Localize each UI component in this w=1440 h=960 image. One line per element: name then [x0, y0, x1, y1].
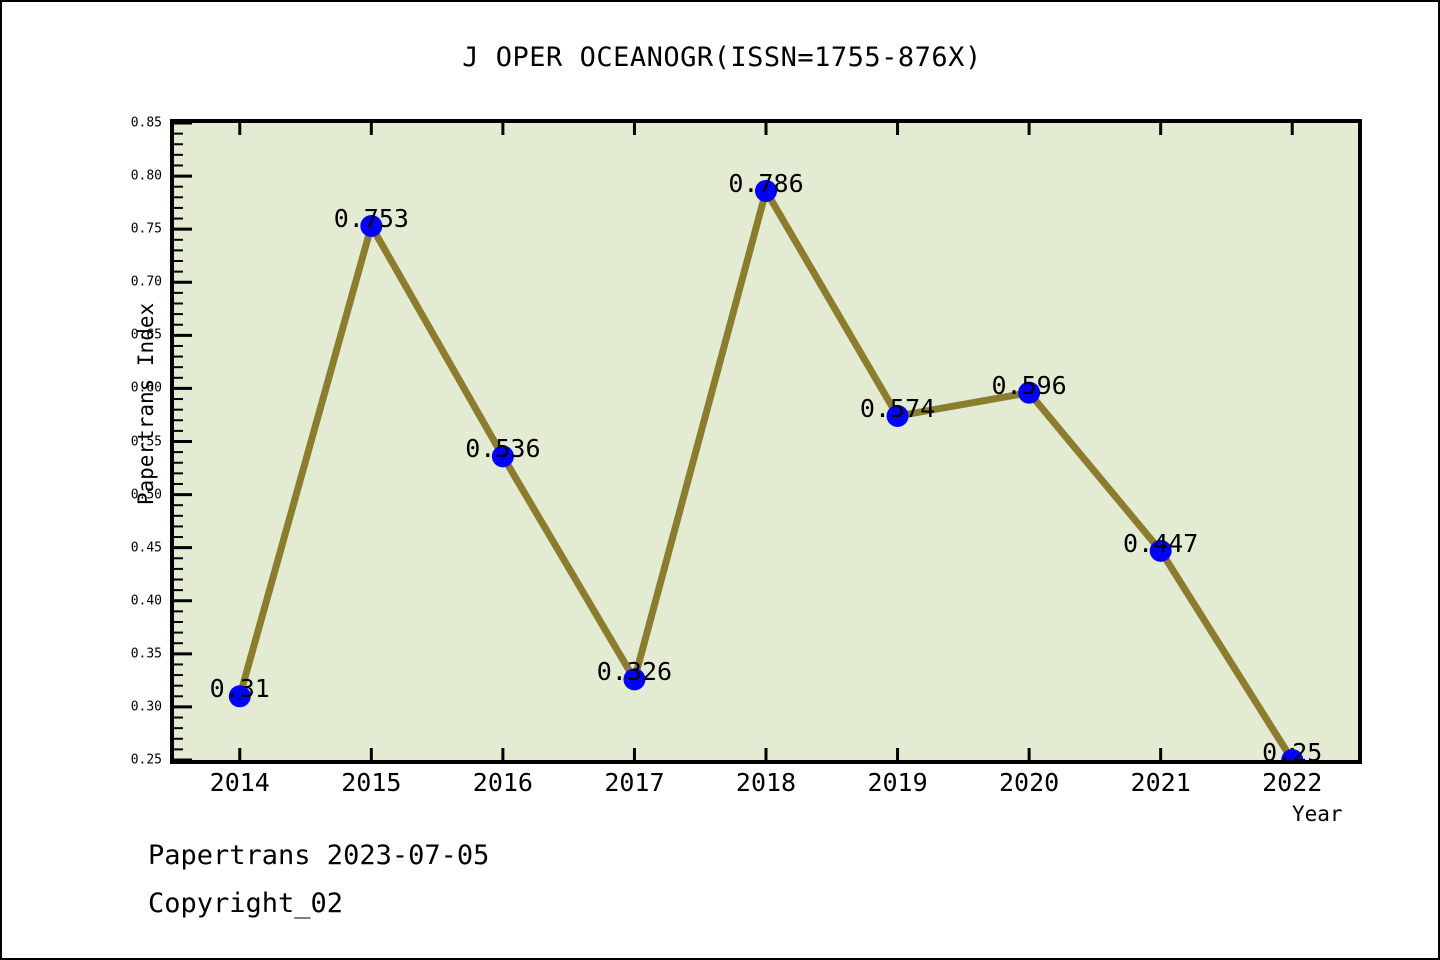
plot-area: [170, 119, 1362, 764]
y-axis-tick-label: 0.75: [130, 221, 162, 237]
footer-source-line: Papertrans 2023-07-05: [148, 840, 490, 871]
chart-title: J OPER OCEANOGR(ISSN=1755-876X): [462, 42, 982, 73]
y-axis-tick-label: 0.45: [130, 540, 162, 556]
data-point-marker: [886, 405, 909, 428]
data-point-label: 0.31: [209, 674, 270, 704]
data-point-marker: [1281, 749, 1304, 760]
data-point-label: 0.596: [991, 370, 1067, 400]
y-axis-tick-label: 0.60: [130, 380, 162, 396]
y-axis-tick-label: 0.40: [130, 593, 162, 609]
y-axis-major-ticks: [174, 123, 192, 760]
data-point-marker: [360, 214, 383, 237]
data-point-markers: [228, 179, 1304, 760]
line-chart-svg: [174, 123, 1304, 760]
y-axis-tick-label: 0.80: [130, 168, 162, 184]
y-axis-tick-label: 0.70: [130, 274, 162, 290]
data-point-label: 0.753: [333, 203, 409, 233]
x-axis-tick-label: 2017: [604, 768, 665, 797]
data-point-marker: [755, 179, 777, 202]
x-axis-tick-label: 2021: [1130, 768, 1191, 797]
x-axis-tick-label: 2022: [1262, 768, 1323, 797]
y-axis-tick-label: 0.85: [130, 115, 162, 131]
data-point-marker: [1149, 539, 1172, 562]
data-point-label: 0.25: [1262, 738, 1323, 767]
x-axis-tick-label: 2019: [867, 768, 928, 797]
data-series-line: [236, 181, 1296, 760]
y-axis-tick-label: 0.55: [130, 434, 162, 449]
data-point-label: 0.536: [465, 434, 541, 464]
data-point-marker: [623, 668, 646, 691]
data-point-marker: [491, 445, 514, 468]
y-axis-title: Papertrans Index: [134, 302, 158, 506]
footer-copyright-line: Copyright_02: [148, 888, 344, 919]
data-point-label: 0.786: [728, 168, 804, 198]
x-axis-tick-label: 2016: [472, 768, 533, 797]
data-point-label: 0.326: [596, 657, 673, 687]
y-axis-tick-label: 0.30: [130, 699, 162, 715]
data-point-label: 0.447: [1123, 528, 1199, 558]
y-axis-tick-label: 0.50: [130, 487, 162, 503]
x-axis-tick-label: 2015: [341, 768, 402, 797]
data-point-marker: [1018, 381, 1041, 404]
y-axis-tick-label: 0.25: [130, 752, 162, 768]
x-axis-tick-label: 2020: [999, 768, 1060, 797]
y-axis-tick-label: 0.35: [130, 646, 162, 662]
data-point-label: 0.574: [859, 394, 936, 424]
x-axis-tick-label: 2014: [209, 768, 270, 797]
x-axis-tick-label: 2018: [735, 768, 797, 797]
y-axis-tick-label: 0.65: [130, 327, 162, 343]
data-point-marker: [228, 685, 251, 708]
x-axis-title: Year: [1292, 802, 1343, 826]
